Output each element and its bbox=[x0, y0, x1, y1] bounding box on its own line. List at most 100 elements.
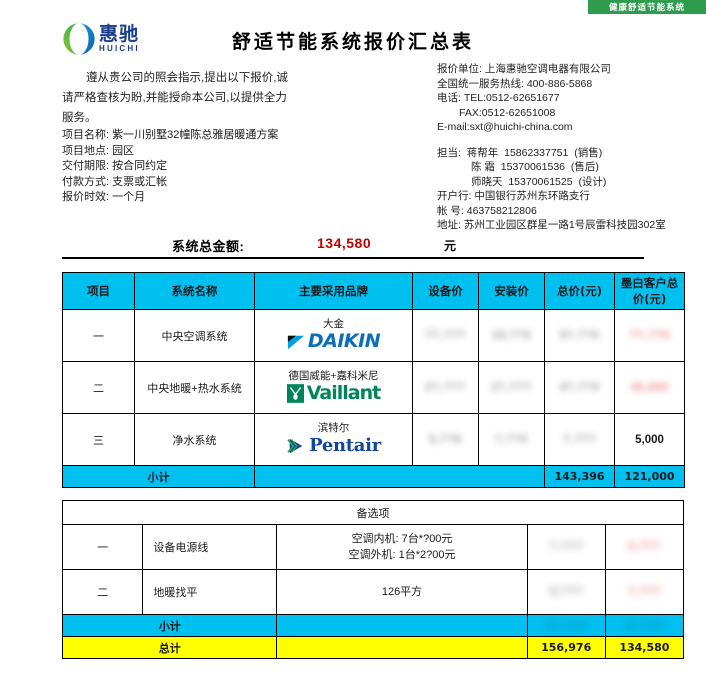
col-header-brand: 主要采用品牌 bbox=[254, 272, 413, 310]
main-subtotal-label: 小计 bbox=[62, 465, 255, 488]
project-label-name: 项目名称: bbox=[62, 129, 110, 141]
contact-block: 报价单位: 上海惠驰空调电器有限公司 全国统一服务热线: 400-886-586… bbox=[437, 62, 702, 233]
row2-brand-cn: 德国威能+嘉科米尼 bbox=[288, 369, 379, 382]
row1-install-price-value: 19,??0 bbox=[491, 329, 532, 342]
row2-client-price-value: 45,000 bbox=[630, 381, 669, 394]
contact-email: E-mail:sxt@huichi-china.com bbox=[437, 121, 573, 133]
row1-brand: 大金 DAIKIN bbox=[254, 309, 413, 362]
main-subtotal-client-price: 121,000 bbox=[614, 465, 685, 488]
row3-install-price-value: ?,??0 bbox=[494, 433, 529, 446]
contact-tel: 电话: TEL:0512-62651677 bbox=[437, 92, 560, 104]
row3-brand-cn: 滨特尔 bbox=[317, 422, 350, 435]
row3-install-price: ?,??0 bbox=[478, 413, 545, 466]
main-subtotal-total-price: 143,396 bbox=[544, 465, 615, 488]
contact-account: 帐 号: 463758212806 bbox=[437, 204, 537, 217]
row2-system: 中央地暖+热水系统 bbox=[134, 361, 255, 414]
optional-subtotal-total-price: 1?,??? bbox=[526, 614, 606, 637]
project-row-delivery: 交付期限: 按合同约定 bbox=[62, 159, 402, 175]
row2-client-price: 45,000 bbox=[614, 361, 685, 414]
contact-staff-row-3: 师晓天 15370061525 (设计) bbox=[437, 175, 702, 190]
opt-row1-spec-line1: 空调内机: 7台*?00元 bbox=[351, 533, 453, 545]
optional-title-row: 备选项 bbox=[62, 500, 684, 525]
table-row: 二 中央地暖+热水系统 德国威能+嘉科米尼 Vaillant 2 bbox=[62, 361, 685, 414]
optional-subtotal-client-price-value: 1?,??? bbox=[623, 618, 666, 633]
project-label-payment: 付款方式: bbox=[62, 175, 110, 188]
document-header: 惠驰 HUICHI 舒适节能系统报价汇总表 bbox=[0, 0, 706, 58]
opt-row2-total-price: 9,??? bbox=[526, 569, 606, 615]
row3-total-price-value: ?,??? bbox=[562, 433, 597, 446]
row1-equipment-price-value: 7?,??? bbox=[425, 329, 466, 342]
col-header-install-price: 安装价 bbox=[478, 272, 545, 310]
contact-bank: 开户行: 中国银行苏州东环路支行 bbox=[437, 190, 590, 202]
logo-english-name: HUICHI bbox=[99, 44, 140, 53]
opt-row2-client-price: ?,??? bbox=[604, 569, 685, 615]
main-subtotal-row: 小计 143,396 121,000 bbox=[62, 465, 685, 488]
project-row-payment: 付款方式: 支票或汇帐 bbox=[62, 175, 402, 191]
project-value-location: 园区 bbox=[112, 144, 135, 157]
row1-client-price: ??,??0 bbox=[614, 309, 685, 362]
table-row: 一 中央空调系统 大金 DAIKIN 7?,??? bbox=[62, 309, 685, 362]
project-label-delivery: 交付期限: bbox=[62, 160, 110, 172]
row3-equipment-price-value: 5,??6 bbox=[429, 433, 462, 446]
huichi-logo-icon bbox=[63, 23, 95, 55]
optional-total-blank bbox=[276, 636, 528, 659]
project-value-name: 紫一川别墅32幢陈总雅居暖通方案 bbox=[112, 129, 279, 141]
row1-client-price-value: ??,??0 bbox=[629, 329, 670, 342]
optional-subtotal-blank bbox=[276, 614, 528, 637]
company-logo: 惠驰 HUICHI bbox=[62, 18, 166, 60]
info-zone: 遵从贵公司的照会指示,提出以下报价,诚 请严格查核为盼,并能授命本公司,以提供全… bbox=[0, 58, 706, 231]
logo-chinese-name: 惠驰 bbox=[99, 23, 140, 45]
pentair-logo: Pentair bbox=[258, 436, 409, 456]
project-row-name: 项目名称: 紫一川别墅32幢陈总雅居暖通方案 bbox=[62, 128, 402, 144]
grand-total-banner: 系统总金额: 134,580 元 bbox=[62, 233, 644, 259]
opt-row2-name: 地暖找平 bbox=[142, 569, 278, 615]
staff-name-3: 师晓天 bbox=[471, 175, 503, 188]
project-label-validity: 报价时效: bbox=[62, 191, 110, 203]
ribbon-text: 健康舒适节能系统 bbox=[608, 2, 685, 12]
grand-total-rule bbox=[62, 257, 644, 259]
brand-vaillant: 德国威能+嘉科米尼 Vaillant bbox=[258, 369, 409, 404]
row3-brand-en: Pentair bbox=[309, 434, 381, 456]
main-table-header-row: 项目 系统名称 主要采用品牌 设备价 安装价 总价(元) 墨白客户总价(元) bbox=[62, 272, 685, 310]
row1-system: 中央空调系统 bbox=[134, 309, 255, 362]
contact-staff-label: 担当: bbox=[437, 146, 461, 159]
col-header-equipment-price: 设备价 bbox=[412, 272, 479, 310]
opt-row2-client-price-value: ?,??? bbox=[627, 586, 662, 598]
project-value-payment: 支票或汇帐 bbox=[112, 175, 168, 188]
staff-phone-1: 15862337751 bbox=[504, 146, 569, 159]
row3-client-price: 5,000 bbox=[614, 413, 685, 466]
row2-install-price-value: 2?,??? bbox=[491, 381, 532, 394]
row2-no: 二 bbox=[62, 361, 135, 414]
contact-spacer bbox=[437, 135, 702, 146]
opt-row1-spec: 空调内机: 7台*?00元 空调外机: 1台*2?00元 bbox=[276, 524, 528, 570]
staff-phone-2: 15370061536 bbox=[500, 161, 566, 173]
contact-address: 地址: 苏州工业园区群星一路1号辰雷科技园302室 bbox=[437, 219, 666, 231]
ribbon-banner: 健康舒适节能系统 bbox=[588, 0, 706, 14]
row3-brand: 滨特尔 Pentair bbox=[254, 413, 413, 466]
logo-wordmark: 惠驰 HUICHI bbox=[99, 25, 140, 53]
row1-total-price: 9?,??0 bbox=[544, 309, 615, 362]
vaillant-mark-icon bbox=[286, 384, 304, 404]
staff-role-1: (销售) bbox=[574, 146, 603, 159]
col-header-system-name: 系统名称 bbox=[134, 272, 255, 310]
contact-hotline: 全国统一服务热线: 400-886-5868 bbox=[437, 77, 593, 90]
contact-staff-row-2: 陈 霜 15370061536 (售后) bbox=[437, 160, 702, 175]
row2-equipment-price-value: 2?,??? bbox=[425, 381, 466, 394]
opt-row1-no: 一 bbox=[61, 524, 144, 570]
col-header-item: 项目 bbox=[62, 272, 135, 310]
optional-subtotal-total-price-value: 1?,??? bbox=[545, 618, 588, 633]
row2-total-price: 4?,??0 bbox=[544, 361, 615, 414]
project-details: 项目名称: 紫一川别墅32幢陈总雅居暖通方案 项目地点: 园区 交付期限: 按合… bbox=[62, 128, 402, 206]
optional-subtotal-row: 小计 1?,??? 1?,??? bbox=[61, 614, 685, 637]
staff-role-2: (售后) bbox=[570, 161, 599, 173]
staff-name-1: 蒋帮年 bbox=[466, 146, 499, 159]
project-row-validity: 报价时效: 一个月 bbox=[62, 190, 402, 206]
staff-phone-3: 15370061525 bbox=[508, 175, 573, 188]
optional-total-client-price: 134,580 bbox=[604, 636, 685, 659]
main-quotation-table: 项目 系统名称 主要采用品牌 设备价 安装价 总价(元) 墨白客户总价(元) 一… bbox=[62, 272, 685, 488]
opt-row1-name: 设备电源线 bbox=[142, 524, 278, 570]
optional-subtotal-label: 小计 bbox=[61, 614, 278, 637]
page-title: 舒适节能系统报价汇总表 bbox=[231, 31, 474, 53]
opt-row1-client-price: 3,??? bbox=[604, 524, 685, 570]
vaillant-logo: Vaillant bbox=[258, 383, 409, 404]
